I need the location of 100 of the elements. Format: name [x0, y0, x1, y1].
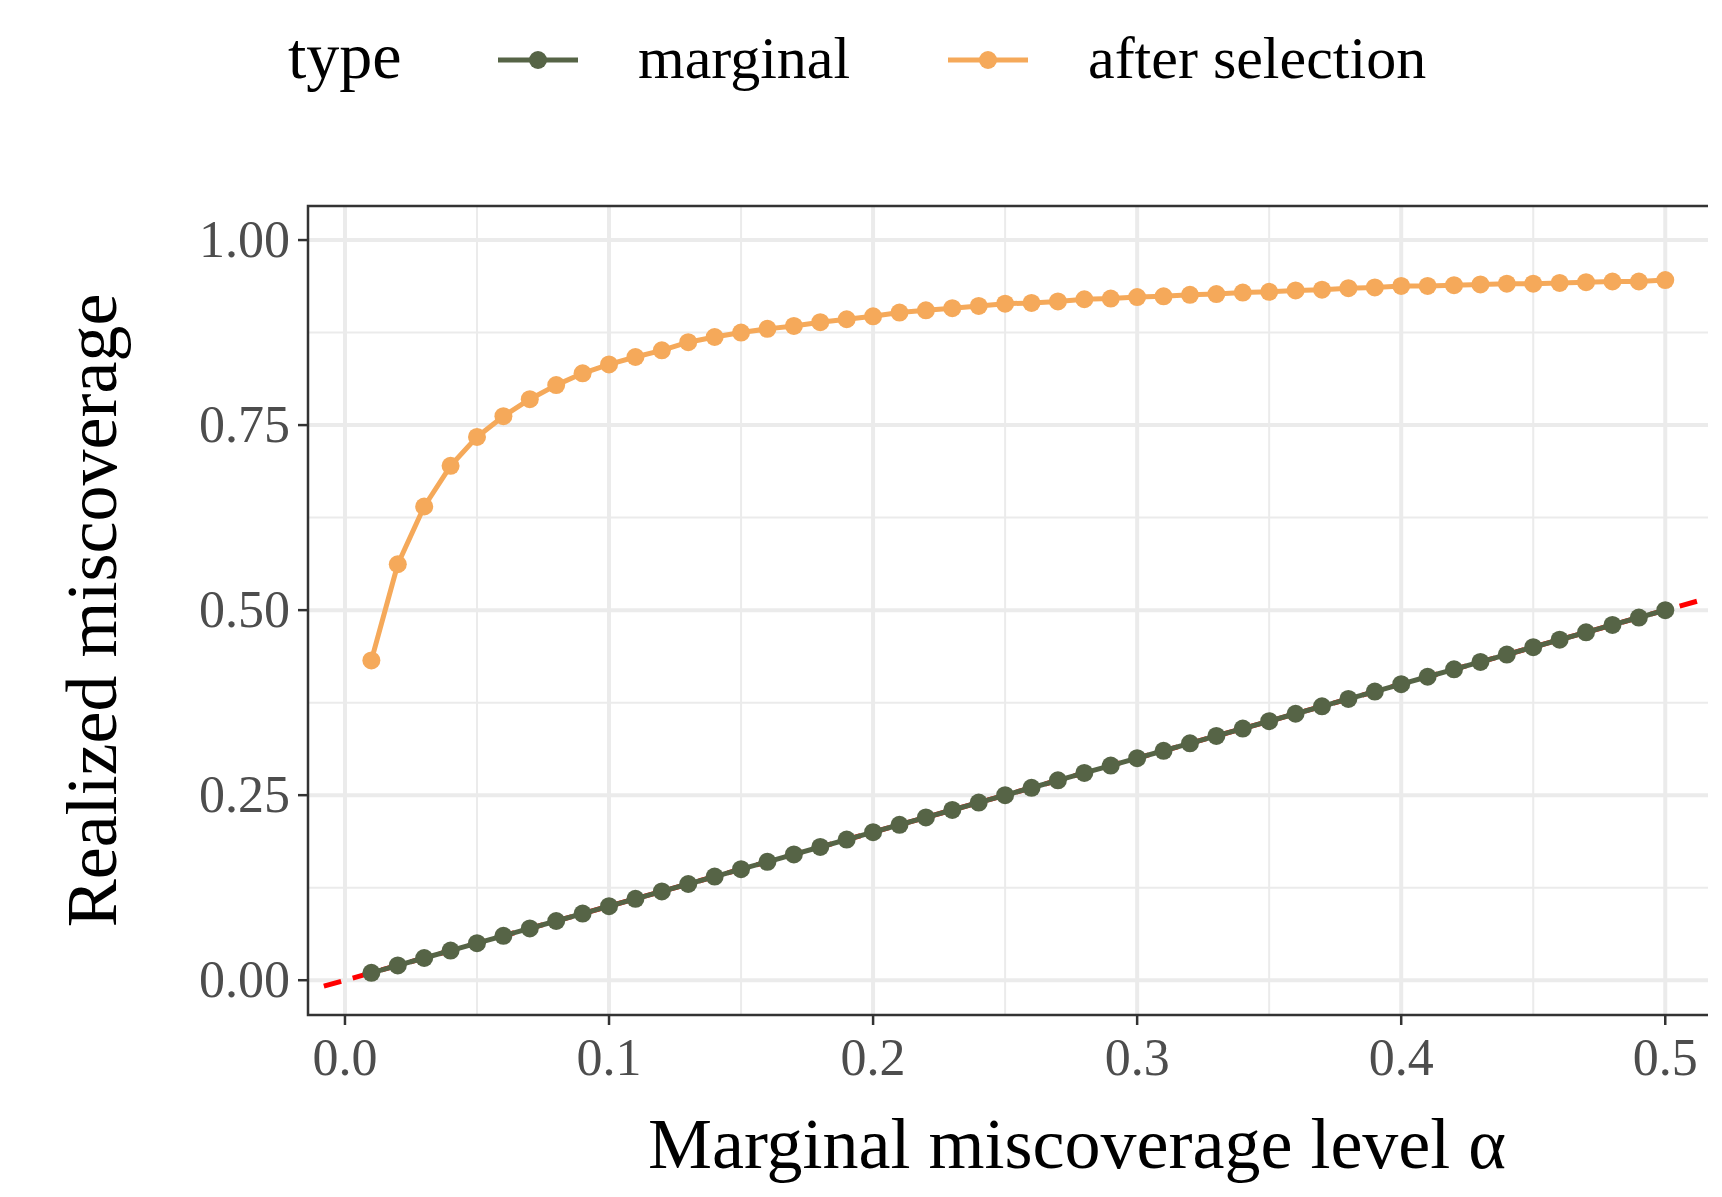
- point: [1154, 287, 1173, 306]
- point: [1180, 734, 1199, 753]
- point: [1392, 675, 1411, 694]
- point: [732, 323, 751, 342]
- point: [732, 860, 751, 879]
- point: [890, 303, 909, 322]
- point: [494, 407, 513, 426]
- point: [705, 867, 724, 886]
- point: [388, 555, 407, 574]
- point: [1312, 697, 1331, 716]
- point: [1048, 292, 1067, 311]
- point: [520, 919, 539, 938]
- point: [1207, 726, 1226, 745]
- point: [1286, 281, 1305, 300]
- point: [1233, 283, 1252, 302]
- point: [1048, 771, 1067, 790]
- point: [811, 313, 830, 332]
- point: [890, 815, 909, 834]
- x-tick-label: 0.2: [840, 1029, 906, 1086]
- x-tick-label: 0.1: [576, 1029, 642, 1086]
- point: [362, 651, 381, 670]
- point: [1418, 667, 1437, 686]
- point: [1312, 280, 1331, 299]
- point: [758, 319, 777, 338]
- point: [996, 294, 1015, 313]
- point: [1022, 293, 1041, 312]
- point: [547, 376, 566, 395]
- point: [1524, 638, 1543, 657]
- point: [1392, 276, 1411, 295]
- y-tick-label: 0.75: [199, 396, 290, 454]
- point: [1101, 289, 1120, 308]
- y-tick-label: 0.50: [199, 581, 290, 639]
- point: [784, 845, 803, 864]
- point: [837, 310, 856, 329]
- point: [1656, 601, 1675, 620]
- point: [811, 837, 830, 856]
- y-tick-label: 1.00: [199, 211, 290, 269]
- point: [864, 307, 883, 326]
- point: [626, 347, 645, 366]
- point: [1471, 652, 1490, 671]
- point: [1075, 290, 1094, 309]
- point: [1128, 749, 1147, 768]
- point: [943, 299, 962, 318]
- point: [1365, 682, 1384, 701]
- point: [415, 949, 434, 968]
- y-tick-label: 0.25: [199, 766, 290, 824]
- point: [1339, 279, 1358, 298]
- point: [1629, 272, 1648, 291]
- point: [520, 390, 539, 409]
- point: [1339, 689, 1358, 708]
- point: [1497, 645, 1516, 664]
- point: [916, 808, 935, 827]
- point: [600, 355, 619, 374]
- legend-label: after selection: [1088, 25, 1427, 91]
- point: [388, 956, 407, 975]
- point: [1629, 608, 1648, 627]
- point: [1577, 623, 1596, 642]
- legend-label: marginal: [638, 25, 851, 91]
- point: [864, 823, 883, 842]
- point: [916, 301, 935, 320]
- point: [1550, 273, 1569, 292]
- point: [415, 497, 434, 516]
- point: [1180, 285, 1199, 304]
- point: [1233, 719, 1252, 738]
- point: [969, 296, 988, 315]
- point: [943, 800, 962, 819]
- point: [996, 786, 1015, 805]
- y-axis-title: Realized miscoverage: [52, 293, 132, 928]
- point: [494, 926, 513, 945]
- point: [441, 941, 460, 960]
- point: [1577, 273, 1596, 292]
- point: [1286, 704, 1305, 723]
- point: [1022, 778, 1041, 797]
- point: [705, 328, 724, 347]
- point: [1365, 278, 1384, 297]
- point: [1603, 615, 1622, 634]
- point: [1524, 274, 1543, 293]
- point: [362, 963, 381, 982]
- point: [1101, 756, 1120, 775]
- point: [784, 316, 803, 335]
- point: [1207, 285, 1226, 304]
- point: [1260, 282, 1279, 301]
- x-tick-label: 0.0: [312, 1029, 378, 1086]
- point: [1445, 660, 1464, 679]
- y-tick-label: 0.00: [199, 951, 290, 1009]
- point: [573, 364, 592, 383]
- point: [1550, 630, 1569, 649]
- point: [652, 341, 671, 360]
- point: [1471, 275, 1490, 294]
- point: [1260, 712, 1279, 731]
- point: [1445, 276, 1464, 295]
- point: [758, 852, 777, 871]
- x-tick-label: 0.4: [1368, 1029, 1434, 1086]
- point: [1497, 274, 1516, 293]
- point: [679, 333, 698, 352]
- x-axis-title: Marginal miscoverage level α: [647, 1104, 1507, 1184]
- point: [547, 912, 566, 930]
- point: [1656, 271, 1675, 290]
- point: [573, 904, 592, 923]
- point: [652, 882, 671, 901]
